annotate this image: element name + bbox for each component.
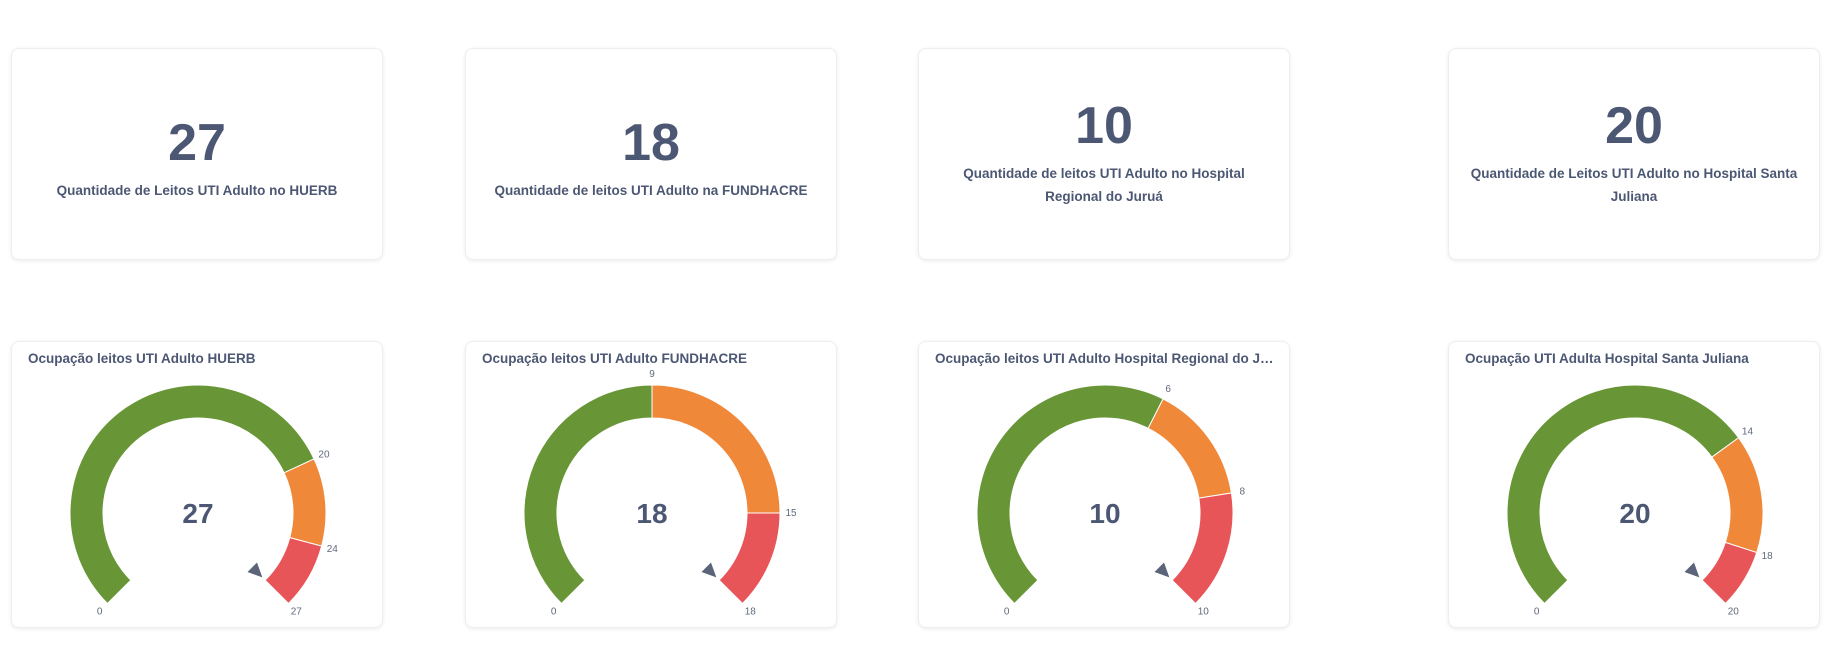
gauge-tick-label: 0	[97, 606, 103, 617]
gauge-segment-green	[69, 384, 315, 605]
gauge-chart: 0 6 8 10 10	[976, 384, 1246, 617]
gauge-needle	[701, 562, 717, 578]
gauge-segment-green	[976, 384, 1164, 605]
gauge-card-huerb[interactable]: Ocupação leitos UTI Adulto HUERB 0 20 24 27…	[11, 341, 383, 628]
gauge-chart: 0 9 15 18 18	[523, 369, 797, 617]
gauge-card-santa-juliana[interactable]: Ocupação UTI Adulta Hospital Santa Julia…	[1448, 341, 1820, 628]
scalar-card-jurua[interactable]: 10 Quantidade de leitos UTI Adulto no Ho…	[918, 48, 1290, 260]
gauge-needle	[247, 562, 263, 578]
scalar-label: Quantidade de leitos UTI Adulto na FUNDH…	[494, 182, 808, 198]
gauge-segment-green	[523, 384, 653, 605]
gauge-segment-orange	[1711, 437, 1764, 554]
scalar-value: 20	[1605, 97, 1663, 155]
gauge-tick-label: 8	[1240, 486, 1246, 497]
gauge-value: 18	[636, 498, 667, 529]
gauge-tick-label: 14	[1742, 426, 1754, 437]
gauge-segment-red	[264, 536, 323, 605]
gauge-tick-label: 18	[745, 606, 757, 617]
gauge-tick-label: 15	[785, 508, 797, 519]
gauge-chart: 0 20 24 27 27	[69, 384, 339, 617]
scalar-label: Quantidade de Leitos UTI Adulto no Hospi…	[1470, 166, 1798, 204]
gauge-segment-orange	[283, 458, 327, 547]
gauge-segment-red	[718, 512, 781, 605]
gauge-tick-label: 6	[1165, 384, 1171, 395]
gauge-segment-orange	[651, 384, 781, 514]
gauge-tick-label: 24	[327, 544, 339, 555]
scalar-label: Quantidade de Leitos UTI Adulto no HUERB	[56, 182, 338, 198]
scalar-label: Quantidade de leitos UTI Adulto no Hospi…	[963, 166, 1245, 204]
gauge-tick-label: 18	[1762, 551, 1774, 562]
scalar-card-santa-juliana[interactable]: 20 Quantidade de Leitos UTI Adulto no Ho…	[1448, 48, 1820, 260]
gauge-tick-label: 0	[551, 606, 557, 617]
gauge-segment-green	[1506, 384, 1740, 605]
gauge-tick-label: 0	[1534, 606, 1540, 617]
scalar-value: 10	[1075, 97, 1133, 155]
scalar-value: 18	[622, 113, 680, 172]
gauge-value: 10	[1089, 498, 1120, 529]
gauge-tick-label: 20	[318, 449, 330, 460]
scalar-card-fundhacre[interactable]: 18 Quantidade de leitos UTI Adulto na FU…	[465, 48, 837, 260]
gauge-segment-orange	[1147, 398, 1232, 499]
gauge-needle	[1154, 562, 1170, 578]
gauge-tick-label: 9	[649, 369, 655, 380]
gauge-value: 20	[1619, 498, 1650, 529]
gauge-value: 27	[182, 498, 213, 529]
gauge-tick-label: 0	[1004, 606, 1010, 617]
gauge-segment-red	[1701, 541, 1758, 605]
gauge-chart: 0 14 18 20 20	[1506, 384, 1774, 617]
scalar-value: 27	[168, 113, 226, 172]
gauge-needle	[1684, 562, 1700, 578]
gauge-tick-label: 20	[1728, 606, 1740, 617]
gauge-tick-label: 27	[291, 606, 303, 617]
scalar-card-huerb[interactable]: 27 Quantidade de Leitos UTI Adulto no HU…	[11, 48, 383, 260]
gauge-tick-label: 10	[1198, 606, 1210, 617]
gauge-card-jurua[interactable]: Ocupação leitos UTI Adulto Hospital Regi…	[918, 341, 1290, 628]
gauge-segment-red	[1171, 492, 1234, 605]
